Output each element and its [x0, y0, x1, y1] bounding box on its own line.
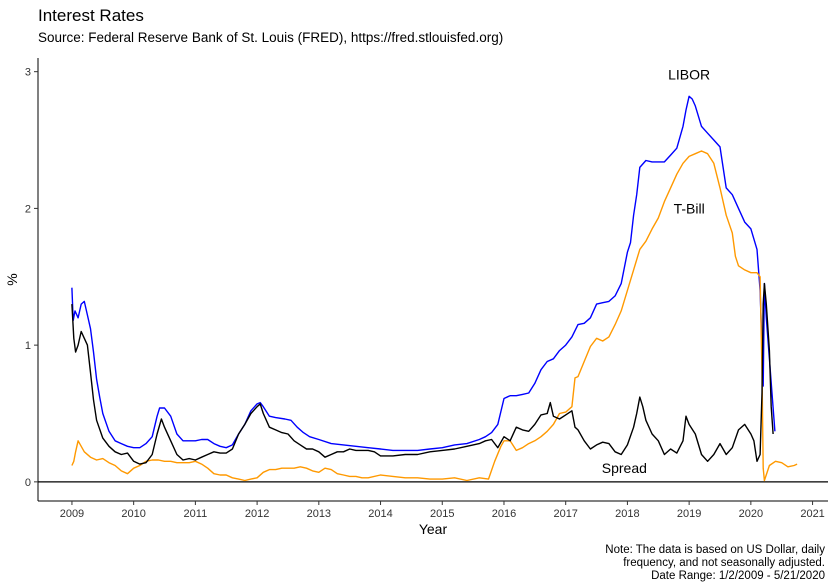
x-tick-label: 2016	[492, 508, 516, 520]
series-labels: LIBOR T-Bill Spread	[602, 66, 710, 476]
libor-line	[71, 95, 776, 452]
x-tick-label: 2010	[121, 508, 145, 520]
chart-caption: Note: The data is based on US Dollar, da…	[605, 544, 825, 583]
y-tick-label: 0	[25, 477, 31, 489]
spread-label: Spread	[602, 460, 647, 476]
x-tick-label: 2009	[60, 508, 84, 520]
x-tick-label: 2012	[245, 508, 269, 520]
caption-line-3: Date Range: 1/2/2009 - 5/21/2020	[651, 570, 825, 582]
x-tick-label: 2021	[800, 508, 824, 520]
caption-line-2: frequency, and not seasonally adjusted.	[623, 557, 825, 569]
y-tick-label: 1	[25, 340, 31, 352]
chart-title: Interest Rates	[38, 6, 144, 25]
caption-line-1: Note: The data is based on US Dollar, da…	[605, 544, 825, 556]
x-tick-label: 2020	[739, 508, 763, 520]
x-tick-label: 2019	[677, 508, 701, 520]
x-tick-label: 2018	[615, 508, 639, 520]
y-axis-title: %	[4, 273, 20, 285]
tbill-line	[71, 150, 798, 482]
spread-line	[71, 282, 774, 465]
x-tick-label: 2015	[430, 508, 454, 520]
x-axis-title: Year	[419, 521, 448, 537]
series-layer	[71, 95, 798, 482]
y-tick-label: 3	[25, 67, 31, 79]
y-tick-label: 2	[25, 203, 31, 215]
x-tick-label: 2013	[307, 508, 331, 520]
libor-label: LIBOR	[668, 66, 710, 82]
x-tick-label: 2017	[553, 508, 577, 520]
x-tick-label: 2014	[368, 508, 392, 520]
axes: 2009 2010 2011 2012 2013 2014 2015 2016 2017 2018…	[4, 58, 828, 537]
x-tick-label: 2011	[184, 508, 208, 520]
chart-subtitle: Source: Federal Reserve Bank of St. Loui…	[38, 30, 504, 45]
tbill-label: T-Bill	[674, 200, 705, 216]
